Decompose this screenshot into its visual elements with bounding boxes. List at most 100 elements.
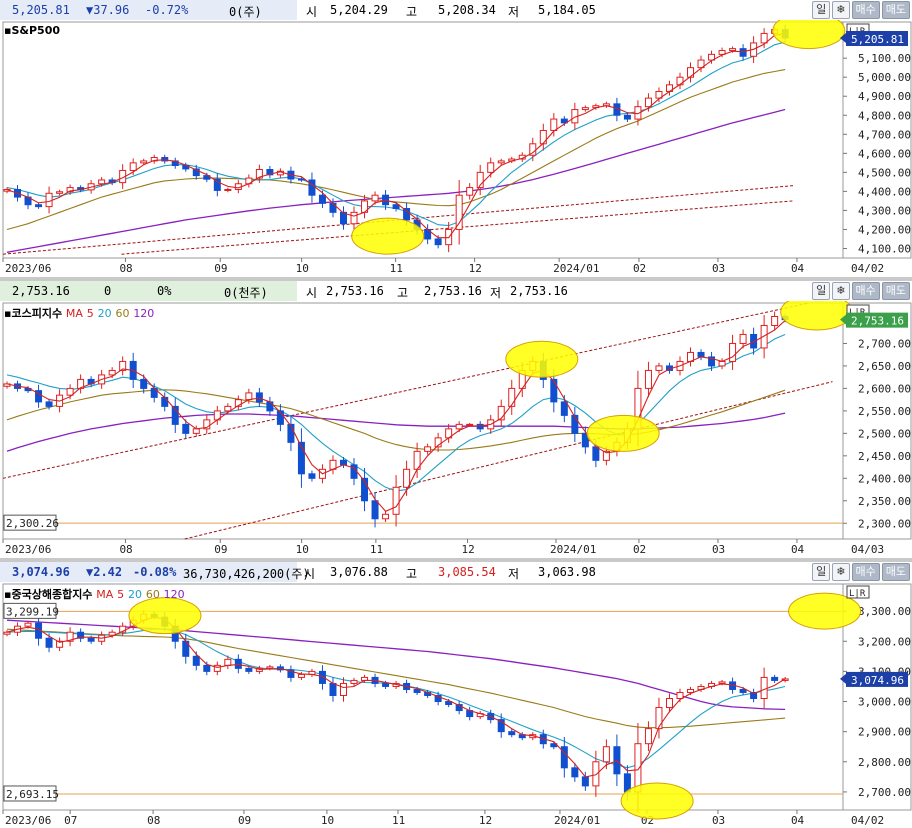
last-price-tag — [846, 30, 908, 46]
x-tick-label: 10 — [321, 814, 334, 827]
candle — [655, 365, 663, 371]
price-chart[interactable]: 2,700.00 2,650.00 2,600.00 2,550.00 2,500.00… — [0, 301, 912, 557]
x-tick-label: 03 — [712, 262, 725, 275]
lr-label: L|R — [849, 589, 866, 599]
period-button[interactable]: 일 — [812, 282, 831, 300]
candle — [371, 500, 379, 520]
level-tag-top-label: 3,299.19 — [6, 605, 59, 618]
candle — [203, 175, 211, 180]
highlight-ellipse — [586, 414, 660, 452]
low-value: 5,184.05 — [538, 3, 596, 17]
high-value: 3,085.54 — [438, 565, 496, 579]
ma120-line — [6, 619, 786, 711]
candle — [602, 450, 610, 461]
candle — [739, 688, 747, 693]
ma-prefix: MA — [96, 588, 114, 601]
last-price-tag — [846, 671, 908, 687]
quote-bar: 2,753.16 0 0% 0(천주) 시 2,753.16 고 2,753.1… — [0, 281, 912, 301]
x-tick-label: 11 — [390, 262, 403, 275]
highlight-ellipse — [351, 217, 425, 255]
candle — [644, 97, 652, 108]
candle — [497, 405, 505, 421]
candle — [329, 682, 337, 696]
x-tick-label: 2024/01 — [550, 543, 596, 556]
candle — [371, 194, 379, 202]
y-tick-label: 2,700.00 — [858, 786, 911, 799]
x-tick-label: 04 — [791, 262, 805, 275]
panel-divider[interactable] — [0, 558, 912, 562]
candle — [161, 396, 169, 407]
x-tick-label: 12 — [479, 814, 492, 827]
ma-60-label: 60 — [115, 307, 130, 320]
y-tick-label: 2,700.00 — [858, 337, 911, 350]
x-tick-label: 2024/01 — [554, 814, 600, 827]
candle — [287, 423, 295, 443]
y-tick-label: 4,800.00 — [858, 109, 911, 122]
candle — [266, 169, 274, 176]
panel-divider[interactable] — [0, 277, 912, 281]
last-price-tag-label: 3,074.96 — [851, 674, 904, 687]
settings-button[interactable]: ❄ — [832, 282, 850, 300]
candle — [192, 428, 200, 434]
candle — [35, 204, 43, 208]
low-value: 2,753.16 — [510, 284, 568, 298]
sell-button[interactable]: 매도 — [881, 563, 910, 581]
x-tick-label: 09 — [214, 543, 227, 556]
candle — [224, 405, 232, 412]
open-label: 시 — [306, 286, 318, 300]
settings-button[interactable]: ❄ — [832, 1, 850, 19]
y-tick-label: 2,350.00 — [858, 495, 911, 508]
candle — [760, 32, 768, 44]
y-tick-label: 2,400.00 — [858, 472, 911, 485]
candle — [571, 414, 579, 434]
open-value: 3,076.88 — [330, 565, 388, 579]
legend-marker-icon: ▪ — [4, 588, 12, 601]
last-price-tag-label: 5,205.81 — [851, 33, 904, 46]
buy-button[interactable]: 매수 — [851, 282, 880, 300]
candle — [361, 477, 369, 502]
gear-icon: ❄ — [836, 284, 846, 297]
shanghai-panel: 3,074.96 ▼2.42 -0.08% 36,730,426,200(주) … — [0, 562, 912, 828]
candle — [339, 459, 347, 466]
last-price-tag-label: 2,753.16 — [851, 315, 904, 328]
candle — [56, 191, 64, 194]
ma5-line — [6, 33, 786, 239]
candle — [318, 670, 326, 684]
buy-button[interactable]: 매수 — [851, 1, 880, 19]
sell-button[interactable]: 매도 — [881, 1, 910, 19]
candle — [339, 682, 347, 696]
candle — [655, 90, 663, 99]
x-tick-label: 12 — [469, 262, 482, 275]
price-chart[interactable]: 3,300.003,200.003,100.003,000.002,900.00… — [0, 582, 912, 828]
quote-shade — [0, 281, 297, 301]
last-price-arrow-icon — [840, 32, 846, 43]
candle — [602, 746, 610, 763]
x-end-label: 04/03 — [851, 543, 884, 556]
y-tick-label: 5,100.00 — [858, 52, 911, 65]
candle — [497, 160, 505, 164]
chart-toolbar: 일 ❄ 매수 매도 — [812, 563, 910, 581]
candle — [66, 387, 74, 396]
buy-button[interactable]: 매수 — [851, 563, 880, 581]
candle — [687, 688, 695, 693]
candle — [434, 437, 442, 448]
high-label: 고 — [406, 567, 418, 581]
period-button[interactable]: 일 — [812, 563, 831, 581]
candle — [550, 118, 558, 131]
sell-button[interactable]: 매도 — [881, 282, 910, 300]
candle — [192, 655, 200, 666]
settings-button[interactable]: ❄ — [832, 563, 850, 581]
x-end-label: 04/02 — [851, 262, 884, 275]
candle — [35, 390, 43, 403]
candle — [623, 114, 631, 120]
high-value: 5,208.34 — [438, 3, 496, 17]
price-chart[interactable]: 5,100.00 5,000.00 4,900.00 4,800.00 4,700.00… — [0, 20, 912, 276]
candle — [308, 473, 316, 479]
period-button[interactable]: 일 — [812, 1, 831, 19]
candle — [560, 746, 568, 769]
candle — [434, 238, 442, 246]
candle — [318, 194, 326, 204]
ma-120-label: 120 — [133, 307, 155, 320]
x-tick-label: 02 — [633, 543, 646, 556]
index-name: 코스피지수 — [11, 307, 63, 320]
